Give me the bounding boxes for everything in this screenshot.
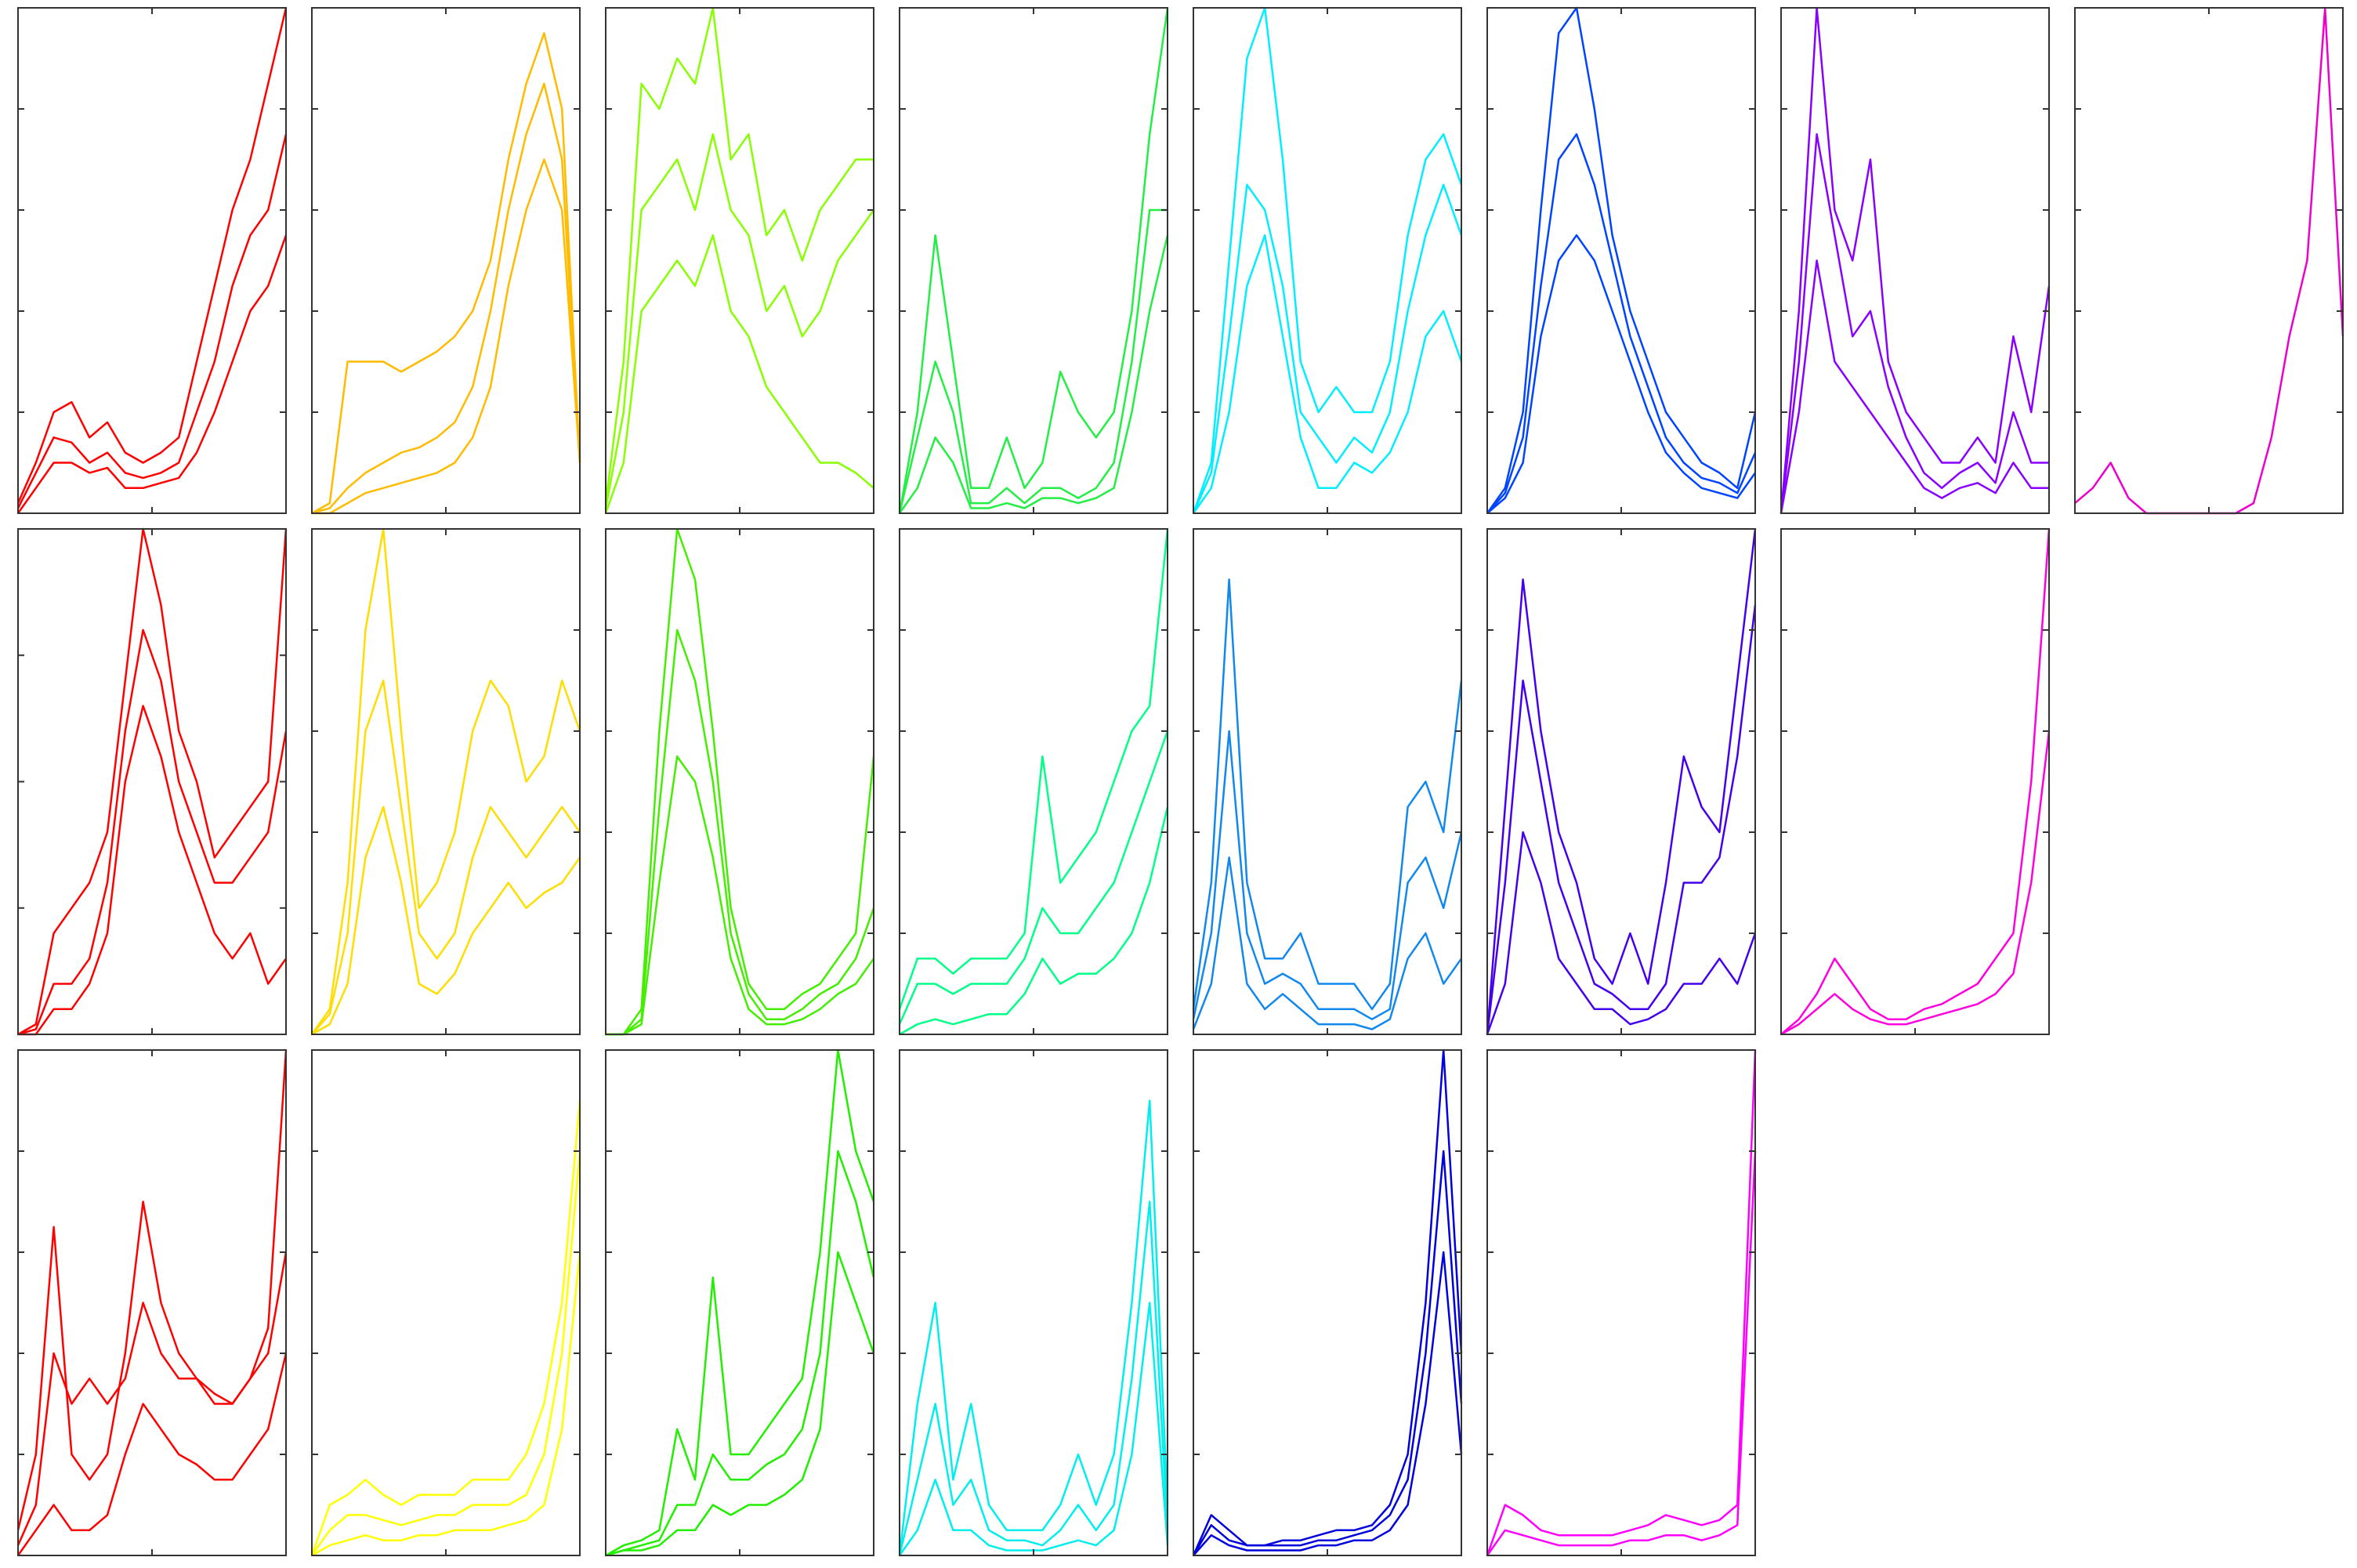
axes-frame [1193, 1049, 1462, 1556]
data-line [1486, 604, 1757, 1035]
data-line [606, 755, 875, 1036]
panel [898, 528, 1169, 1036]
data-line [1192, 578, 1463, 1011]
data-line [604, 133, 875, 509]
panel [310, 1049, 581, 1557]
axes-frame [17, 528, 287, 1035]
axes-frame [1780, 528, 2050, 1035]
axes-frame [605, 7, 874, 514]
panel [16, 7, 288, 514]
panel [310, 527, 581, 1036]
panel [1192, 6, 1463, 514]
data-line [604, 234, 874, 514]
axes-frame [899, 528, 1168, 1035]
data-line [1192, 234, 1463, 514]
data-line [1780, 259, 2049, 514]
panel [898, 1049, 1169, 1556]
data-line [310, 527, 581, 1035]
axes-frame [1193, 7, 1462, 514]
panel [16, 1049, 288, 1556]
data-line [1192, 1150, 1463, 1556]
data-line [16, 234, 288, 514]
data-line [18, 704, 288, 1036]
data-line [310, 1100, 581, 1556]
data-line [1486, 528, 1757, 1035]
data-line [605, 1048, 875, 1557]
data-line [1192, 1048, 1463, 1556]
data-line [1486, 1049, 1757, 1556]
data-line [311, 82, 581, 515]
axes-frame [899, 1049, 1168, 1556]
data-line [2074, 6, 2344, 515]
data-line [898, 7, 1169, 514]
data-line [605, 1150, 875, 1557]
panel [605, 1048, 875, 1557]
panel [1486, 1049, 1757, 1556]
axes-frame [17, 7, 287, 514]
data-line [311, 32, 581, 515]
data-line [1192, 6, 1463, 514]
data-line [16, 1251, 288, 1546]
data-line [1780, 528, 2051, 1035]
data-line [899, 806, 1169, 1036]
data-line [1486, 133, 1757, 514]
panel [1780, 6, 2051, 514]
panel [1780, 528, 2051, 1036]
data-line [605, 1251, 875, 1557]
axes-frame [1486, 1049, 1756, 1556]
data-line [1192, 183, 1463, 514]
axes-frame [1780, 7, 2050, 514]
axes-frame [311, 7, 581, 514]
data-line [1486, 234, 1757, 514]
data-line [898, 1099, 1169, 1556]
data-line [1192, 730, 1463, 1020]
panel [1486, 6, 1757, 514]
axes-frame [2074, 7, 2344, 514]
data-line [1486, 831, 1757, 1035]
data-line [1193, 1251, 1463, 1556]
data-line [898, 208, 1168, 514]
axes-frame [17, 1049, 287, 1556]
panel [1192, 1048, 1463, 1556]
data-line [604, 6, 874, 504]
panel [17, 527, 288, 1036]
data-line [17, 628, 288, 1036]
data-line [1192, 856, 1463, 1030]
data-line [310, 1150, 581, 1556]
data-line [16, 134, 288, 509]
data-line [898, 730, 1169, 1025]
data-line [16, 1353, 288, 1556]
data-line [311, 806, 581, 1036]
panel [311, 7, 581, 515]
data-line [1486, 6, 1757, 514]
data-line [606, 527, 875, 1036]
data-line [898, 1200, 1169, 1556]
panel [604, 6, 875, 514]
panel [898, 7, 1169, 514]
data-line [16, 1049, 288, 1531]
data-line [16, 7, 288, 504]
panel [605, 527, 875, 1036]
panel [1192, 528, 1463, 1035]
data-line [898, 528, 1169, 1010]
data-line [606, 628, 875, 1036]
data-line [1780, 730, 2051, 1036]
data-line [1780, 6, 2051, 514]
data-line [311, 679, 581, 1035]
data-line [311, 1251, 581, 1557]
data-line [312, 158, 581, 515]
axes-frame [311, 1049, 581, 1556]
data-line [17, 527, 288, 1036]
panel [1486, 528, 1757, 1035]
data-line [1780, 133, 2049, 514]
panel [2074, 6, 2344, 515]
data-line [1486, 1150, 1757, 1556]
data-line [898, 234, 1169, 514]
